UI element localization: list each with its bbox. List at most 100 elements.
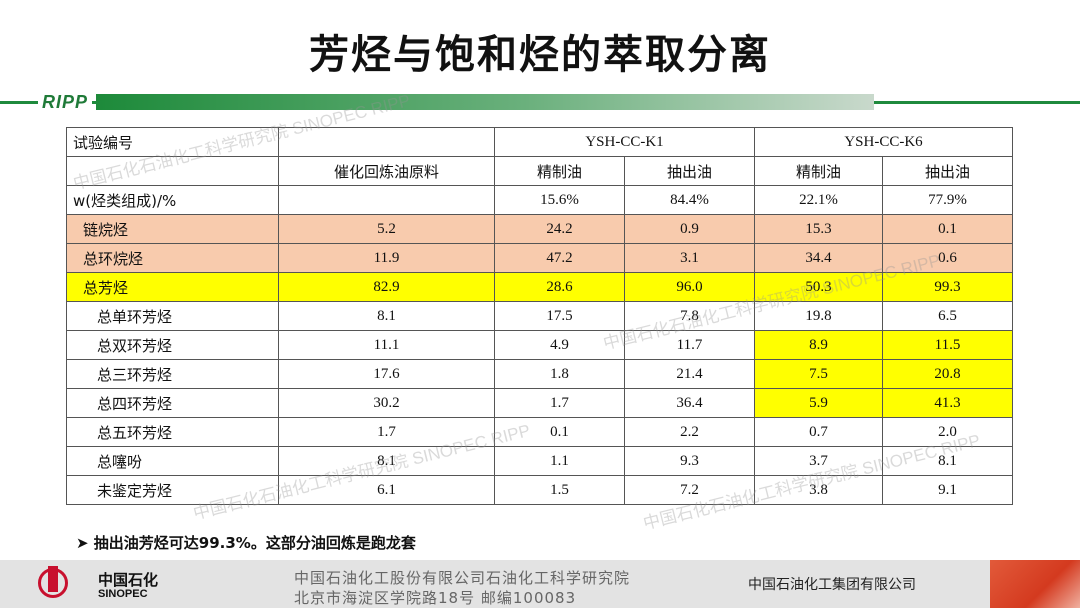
cell-value: 36.4 bbox=[624, 388, 755, 418]
footer-logo-cn: 中国石化 bbox=[98, 571, 159, 589]
cell-value: 11.7 bbox=[624, 330, 755, 360]
yield-value: 15.6% bbox=[494, 185, 625, 215]
row-label: 总五环芳烃 bbox=[66, 417, 279, 447]
header-feed: 催化回炼油原料 bbox=[278, 156, 495, 186]
sinopec-logo-mark bbox=[48, 566, 58, 592]
cell-value: 99.3 bbox=[882, 272, 1013, 302]
cell-value-highlight: 41.3 bbox=[882, 388, 1013, 418]
table-row: 总五环芳烃 1.7 0.1 2.2 0.7 2.0 bbox=[66, 417, 1013, 447]
cell-value: 11.9 bbox=[278, 243, 495, 273]
yield-value: 77.9% bbox=[882, 185, 1013, 215]
header-sub-3: 精制油 bbox=[754, 156, 883, 186]
cell-value: 96.0 bbox=[624, 272, 755, 302]
header-gradient-bar bbox=[96, 94, 874, 110]
cell-value: 3.1 bbox=[624, 243, 755, 273]
cell-value: 1.1 bbox=[494, 446, 625, 476]
cell-value: 8.1 bbox=[278, 446, 495, 476]
table-row: 总四环芳烃 30.2 1.7 36.4 5.9 41.3 bbox=[66, 388, 1013, 418]
row-label: 总芳烃 bbox=[66, 272, 279, 302]
cell-value: 2.0 bbox=[882, 417, 1013, 447]
cell-value: 3.7 bbox=[754, 446, 883, 476]
cell-value: 1.7 bbox=[278, 417, 495, 447]
cell-value: 17.5 bbox=[494, 301, 625, 331]
header-sub-1: 精制油 bbox=[494, 156, 625, 186]
cell-value: 11.1 bbox=[278, 330, 495, 360]
cell-value-highlight: 11.5 bbox=[882, 330, 1013, 360]
cell-value: 21.4 bbox=[624, 359, 755, 389]
cell-value: 0.7 bbox=[754, 417, 883, 447]
row-label: 总噻吩 bbox=[66, 446, 279, 476]
row-label: 总双环芳烃 bbox=[66, 330, 279, 360]
page-title: 芳烃与饱和烃的萃取分离 bbox=[309, 32, 771, 78]
cell-value: 1.5 bbox=[494, 475, 625, 505]
footer-address-line1: 中国石油化工股份有限公司石油化工科学研究院 bbox=[294, 569, 631, 587]
cell-value: 0.6 bbox=[882, 243, 1013, 273]
cell-value: 5.2 bbox=[278, 214, 495, 244]
cell-value: 9.1 bbox=[882, 475, 1013, 505]
table-row: 总单环芳烃 8.1 17.5 7.8 19.8 6.5 bbox=[66, 301, 1013, 331]
footer-logo-en: SINOPEC bbox=[98, 588, 148, 600]
table-row: 总噻吩 8.1 1.1 9.3 3.7 8.1 bbox=[66, 446, 1013, 476]
row-label: 总三环芳烃 bbox=[66, 359, 279, 389]
cell-value: 0.1 bbox=[494, 417, 625, 447]
cell-value: 1.7 bbox=[494, 388, 625, 418]
cell-value-highlight: 20.8 bbox=[882, 359, 1013, 389]
header-blank bbox=[278, 127, 495, 157]
cell-value-highlight: 5.9 bbox=[754, 388, 883, 418]
cell-value: 3.8 bbox=[754, 475, 883, 505]
row-label: 总环烷烃 bbox=[66, 243, 279, 273]
cell-value: 6.1 bbox=[278, 475, 495, 505]
footer-group-name: 中国石油化工集团有限公司 bbox=[748, 577, 916, 593]
cell-value: 82.9 bbox=[278, 272, 495, 302]
cell-value: 47.2 bbox=[494, 243, 625, 273]
cell-value: 8.1 bbox=[278, 301, 495, 331]
cell-value: 7.2 bbox=[624, 475, 755, 505]
row-label: 总四环芳烃 bbox=[66, 388, 279, 418]
header-sub-4: 抽出油 bbox=[882, 156, 1013, 186]
cell-value: 8.1 bbox=[882, 446, 1013, 476]
cell-value: 28.6 bbox=[494, 272, 625, 302]
cell-value: 30.2 bbox=[278, 388, 495, 418]
yield-label: w(烃类组成)/% bbox=[66, 185, 279, 215]
table-row: 总芳烃 82.9 28.6 96.0 50.3 99.3 bbox=[66, 272, 1013, 302]
header-sub-2: 抽出油 bbox=[624, 156, 755, 186]
yield-value: 84.4% bbox=[624, 185, 755, 215]
header-group-k1: YSH-CC-K1 bbox=[494, 127, 755, 157]
table-row: 未鉴定芳烃 6.1 1.5 7.2 3.8 9.1 bbox=[66, 475, 1013, 505]
yield-row: w(烃类组成)/% 15.6% 84.4% 22.1% 77.9% bbox=[66, 185, 1013, 215]
table-row: 总三环芳烃 17.6 1.8 21.4 7.5 20.8 bbox=[66, 359, 1013, 389]
row-label: 未鉴定芳烃 bbox=[66, 475, 279, 505]
cell-value: 15.3 bbox=[754, 214, 883, 244]
table-row: 链烷烃 5.2 24.2 0.9 15.3 0.1 bbox=[66, 214, 1013, 244]
table-header-row: 试验编号 YSH-CC-K1 YSH-CC-K6 bbox=[66, 127, 1013, 157]
cell-value-highlight: 8.9 bbox=[754, 330, 883, 360]
cell-value: 7.8 bbox=[624, 301, 755, 331]
ripp-logo: RIPP bbox=[38, 92, 93, 113]
yield-feed bbox=[278, 185, 495, 215]
table-row: 总双环芳烃 11.1 4.9 11.7 8.9 11.5 bbox=[66, 330, 1013, 360]
footer-address-line2: 北京市海淀区学院路18号 邮编100083 bbox=[294, 589, 577, 607]
footer-corner-decoration bbox=[990, 560, 1080, 608]
cell-value: 19.8 bbox=[754, 301, 883, 331]
composition-table: 试验编号 YSH-CC-K1 YSH-CC-K6 催化回炼油原料 精制油 抽出油… bbox=[66, 127, 1013, 505]
table-subheader-row: 催化回炼油原料 精制油 抽出油 精制油 抽出油 bbox=[66, 156, 1013, 186]
cell-value: 24.2 bbox=[494, 214, 625, 244]
cell-value-highlight: 7.5 bbox=[754, 359, 883, 389]
cell-value: 17.6 bbox=[278, 359, 495, 389]
note-text: ➤ 抽出油芳烃可达99.3%。这部分油回炼是跑龙套 bbox=[76, 534, 416, 552]
cell-value: 2.2 bbox=[624, 417, 755, 447]
yield-value: 22.1% bbox=[754, 185, 883, 215]
subheader-blank bbox=[66, 156, 279, 186]
header-bar: RIPP bbox=[0, 92, 1080, 113]
cell-value: 50.3 bbox=[754, 272, 883, 302]
header-corner: 试验编号 bbox=[66, 127, 279, 157]
cell-value: 1.8 bbox=[494, 359, 625, 389]
footer-bar: 中国石化 SINOPEC 中国石油化工股份有限公司石油化工科学研究院 北京市海淀… bbox=[0, 560, 1080, 608]
cell-value: 34.4 bbox=[754, 243, 883, 273]
table-row: 总环烷烃 11.9 47.2 3.1 34.4 0.6 bbox=[66, 243, 1013, 273]
cell-value: 6.5 bbox=[882, 301, 1013, 331]
cell-value: 0.9 bbox=[624, 214, 755, 244]
row-label: 链烷烃 bbox=[66, 214, 279, 244]
cell-value: 9.3 bbox=[624, 446, 755, 476]
cell-value: 0.1 bbox=[882, 214, 1013, 244]
